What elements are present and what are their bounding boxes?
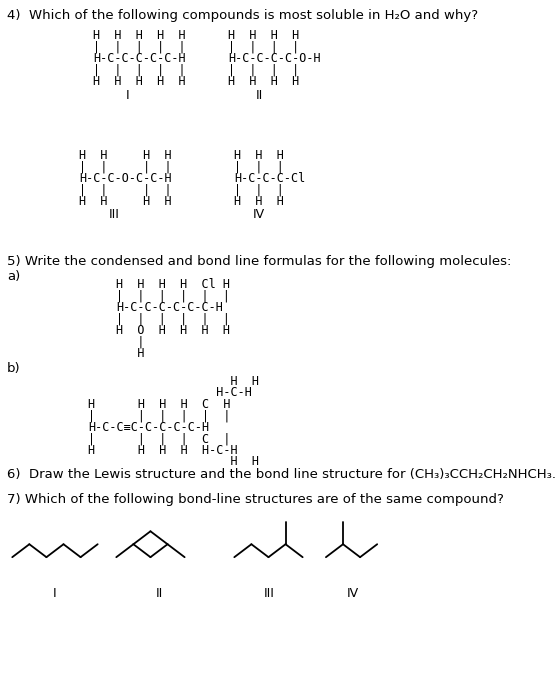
Text: 7) Which of the following bond-line structures are of the same compound?: 7) Which of the following bond-line stru… [7, 494, 504, 506]
Text: H  H  H: H H H [234, 195, 284, 208]
Text: |  |     |  |: | | | | [79, 160, 172, 174]
Text: |  |  |  |: | | | | [228, 64, 299, 76]
Text: I: I [126, 88, 129, 102]
Text: H: H [116, 347, 145, 360]
Text: H  H  H  H  H: H H H H H [93, 75, 186, 88]
Text: H-C-H: H-C-H [88, 386, 252, 400]
Text: H-C-C-C-C-C-C-H: H-C-C-C-C-C-C-H [116, 301, 223, 314]
Text: H  H  H: H H H [234, 149, 284, 162]
Text: H  H: H H [88, 455, 259, 468]
Text: H      H  H  H  C  H: H H H H C H [88, 398, 231, 411]
Text: 5) Write the condensed and bond line formulas for the following molecules:: 5) Write the condensed and bond line for… [7, 256, 511, 268]
Text: |  |  |  |  |  |: | | | | | | [116, 313, 230, 326]
Text: II: II [256, 88, 263, 102]
Text: |  |  |  |  |: | | | | | [93, 64, 186, 76]
Text: |  |  |  |: | | | | [228, 41, 299, 54]
Text: 6)  Draw the Lewis structure and the bond line structure for (CH₃)₃CCH₂CH₂NHCH₃.: 6) Draw the Lewis structure and the bond… [7, 468, 556, 480]
Text: III: III [109, 208, 119, 221]
Text: H-C-C-O-C-C-H: H-C-C-O-C-C-H [79, 172, 172, 185]
Text: H  O  H  H  H  H: H O H H H H [116, 324, 230, 337]
Text: |  |     |  |: | | | | [79, 183, 172, 196]
Text: H-C-C-C-C-C-H: H-C-C-C-C-C-H [93, 52, 186, 65]
Text: |  |  |  |  |: | | | | | [93, 41, 186, 54]
Text: a): a) [7, 270, 20, 284]
Text: H  H  H  H: H H H H [228, 29, 299, 42]
Text: H  H     H  H: H H H H [79, 149, 172, 162]
Text: |: | [116, 335, 145, 349]
Text: |      |  |  |  |  |: | | | | | | [88, 410, 231, 422]
Text: IV: IV [253, 208, 265, 221]
Text: H  H  H  H  Cl H: H H H H Cl H [116, 279, 230, 291]
Text: H      H  H  H  H-C-H: H H H H H-C-H [88, 444, 238, 456]
Text: II: II [155, 587, 162, 600]
Text: |  |  |: | | | [234, 160, 284, 174]
Text: H  H     H  H: H H H H [79, 195, 172, 208]
Text: |  |  |  |  |  |: | | | | | | [116, 290, 230, 302]
Text: H  H: H H [88, 375, 259, 388]
Text: H-C-C-C-Cl: H-C-C-C-Cl [234, 172, 306, 185]
Text: III: III [264, 587, 275, 600]
Text: |      |  |  |  C  |: | | | | C | [88, 432, 231, 445]
Text: H  H  H  H: H H H H [228, 75, 299, 88]
Text: IV: IV [347, 587, 359, 600]
Text: 4)  Which of the following compounds is most soluble in H₂O and why?: 4) Which of the following compounds is m… [7, 9, 478, 22]
Text: b): b) [7, 362, 21, 375]
Text: I: I [53, 587, 57, 600]
Text: H-C-C≡C-C-C-C-C-H: H-C-C≡C-C-C-C-C-H [88, 421, 209, 434]
Text: H-C-C-C-C-O-H: H-C-C-C-C-O-H [228, 52, 321, 65]
Text: H  H  H  H  H: H H H H H [93, 29, 186, 42]
Text: |  |  |: | | | [234, 183, 284, 196]
